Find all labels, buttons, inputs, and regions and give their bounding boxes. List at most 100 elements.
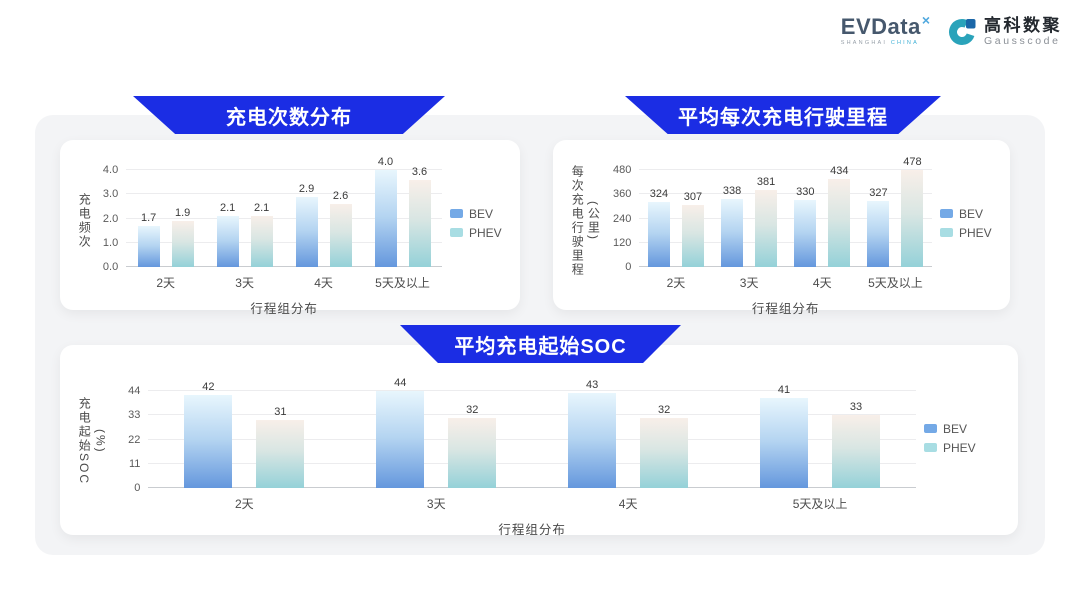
legend-label: BEV: [469, 206, 494, 221]
y-axis-title: 充电起始SOC (%): [76, 375, 108, 508]
evdata-logo: EVData × SHANGHAI CHINA: [840, 13, 930, 47]
legend-label: BEV: [943, 421, 968, 436]
y-axis-unit: (公里): [586, 200, 601, 241]
legend-item-bev[interactable]: BEV: [450, 207, 510, 221]
legend-label: PHEV: [959, 225, 992, 240]
evdata-subtitle-right: CHINA: [890, 40, 919, 46]
gridline: [148, 487, 916, 488]
bar-value-label: 32: [466, 403, 479, 416]
gausscode-name-en: Gausscode: [984, 34, 1061, 47]
phev-bar: 3.6: [408, 166, 431, 267]
chart-start-soc: 充电起始SOC (%) 0 11 22 33 44 42 31 44 32 43 32 41 33 2天 3天 4…: [60, 345, 1018, 537]
bar-value-label: 44: [394, 377, 407, 389]
x-axis-title: 行程组分布: [250, 302, 318, 316]
bar-value-label: 1.9: [175, 206, 191, 219]
bev-bar: 44: [376, 377, 425, 488]
phev-bar: 2.1: [250, 202, 273, 267]
bar-value-label: 1.7: [141, 211, 157, 224]
legend-swatch-phev: [450, 228, 463, 237]
legend-label: BEV: [959, 206, 984, 221]
x-axis-category-labels: 2天 3天 4天 5天及以上: [639, 274, 932, 291]
legend: BEV PHEV: [450, 148, 510, 298]
plot-area: 0 11 22 33 44 42 31 44 32 43 32 41 33: [128, 377, 916, 494]
legend-item-bev[interactable]: BEV: [940, 207, 1000, 221]
plot-column: 0.0 1.0 2.0 3.0 4.0 1.7 1.9 2.1 2.1 2.9 2.6 4.0 3.6 2…: [92, 148, 450, 317]
bev-bar: 42: [184, 381, 233, 488]
x-axis-category-label: 2天: [666, 276, 686, 290]
evdata-subtitle: SHANGHAI CHINA: [840, 40, 930, 47]
gridline: [148, 414, 916, 416]
chart-title: 充电次数分布: [226, 106, 352, 129]
legend: BEV PHEV: [924, 353, 1004, 523]
phev-bar: 33: [832, 401, 881, 488]
bar-group: 4.0 3.6: [363, 156, 442, 267]
plot-area: 0.0 1.0 2.0 3.0 4.0 1.7 1.9 2.1 2.1 2.9 2.6 4.0 3.6: [103, 156, 442, 273]
phev-bar: 1.9: [171, 207, 194, 267]
phev-bar: 478: [901, 156, 924, 267]
x-axis-title: 行程组分布: [751, 302, 820, 316]
phev-bar: 32: [640, 404, 689, 488]
gridline: [639, 241, 932, 243]
gridline: [126, 217, 442, 219]
bar-group: 330 434: [786, 165, 859, 267]
y-axis-tick-label: 4.0: [102, 164, 119, 176]
legend-item-phev[interactable]: PHEV: [450, 226, 510, 240]
bar-groups: 324 307 338 381 330 434 327 478: [639, 156, 932, 267]
plot-column: 0 120 240 360 480 324 307 338 381 330 434 327 478 2天 3…: [601, 148, 940, 317]
legend-label: PHEV: [943, 440, 976, 455]
chart-avg-mileage: 每次充电行驶里程 (公里) 0 120 240 360 480 324 307 338 381 330…: [553, 140, 1010, 316]
legend-item-phev[interactable]: PHEV: [940, 226, 1000, 240]
chart-title-banner-start-soc: 平均充电起始SOC: [400, 325, 681, 363]
bar-group: 43 32: [532, 379, 724, 488]
chart-card-avg-mileage: 每次充电行驶里程 (公里) 0 120 240 360 480 324 307 338 381 330…: [553, 140, 1010, 316]
gridline: [126, 241, 442, 243]
phev-bar: 434: [828, 165, 851, 267]
chart-title-banner-charge-frequency: 充电次数分布: [133, 96, 445, 134]
x-axis-category-label: 4天: [618, 497, 638, 511]
chart-body: 充电频次 0.0 1.0 2.0 3.0 4.0 1.7 1.9 2.1 2.1 2.9 2.6 4.0…: [60, 140, 520, 316]
bar-value-label: 2.9: [298, 182, 315, 195]
bev-bar: 324: [647, 188, 670, 267]
bar-group: 41 33: [724, 384, 916, 488]
x-axis-category-label: 2天: [156, 276, 175, 290]
y-axis-tick-label: 360: [613, 188, 632, 201]
y-axis-title-text: 充电频次: [77, 192, 92, 249]
bar-group: 338 381: [713, 170, 786, 267]
bar-groups: 1.7 1.9 2.1 2.1 2.9 2.6 4.0 3.6: [126, 156, 442, 267]
chart-title-banner-avg-mileage: 平均每次充电行驶里程: [625, 96, 941, 134]
bev-bar: 2.1: [216, 202, 239, 267]
y-axis-tick-label: 3.0: [102, 188, 119, 201]
bar-group: 44 32: [340, 377, 532, 488]
legend-item-bev[interactable]: BEV: [924, 422, 1004, 436]
bar-group: 2.1 2.1: [205, 170, 284, 267]
x-axis-category-label: 4天: [314, 276, 333, 290]
x-axis-category-label: 5天及以上: [792, 497, 848, 511]
y-axis-unit: (%): [93, 429, 108, 454]
y-axis-tick-label: 44: [128, 385, 141, 397]
chart-card-charge-frequency: 充电频次 0.0 1.0 2.0 3.0 4.0 1.7 1.9 2.1 2.1 2.9 2.6 4.0…: [60, 140, 520, 316]
legend-item-phev[interactable]: PHEV: [924, 441, 1004, 455]
bar-value-label: 31: [274, 405, 287, 418]
evdata-subtitle-left: SHANGHAI: [840, 40, 888, 46]
bar-value-label: 43: [586, 379, 599, 392]
gausscode-name-cn: 高科数聚: [984, 15, 1062, 35]
x-axis-category-label: 3天: [426, 497, 446, 511]
bar-group: 2.9 2.6: [284, 170, 363, 267]
y-axis-title: 每次充电行驶里程 (公里): [569, 162, 601, 279]
bar-value-label: 41: [777, 383, 791, 396]
y-axis-tick-label: 480: [613, 164, 632, 176]
phev-bar: 31: [256, 406, 305, 488]
x-axis-category-labels: 2天 3天 4天 5天及以上: [126, 274, 442, 291]
chart-title: 平均充电起始SOC: [454, 335, 627, 358]
gridline: [639, 193, 932, 195]
bar-value-label: 330: [796, 186, 815, 199]
legend-swatch-phev: [924, 443, 937, 452]
bar-group: 42 31: [148, 381, 340, 488]
bev-bar: 41: [760, 384, 809, 488]
bar-value-label: 33: [849, 401, 863, 414]
x-axis-category-labels: 2天 3天 4天 5天及以上: [148, 495, 916, 512]
bar-value-label: 381: [756, 176, 776, 188]
phev-bar: 32: [448, 404, 497, 488]
bar-value-label: 434: [830, 165, 849, 178]
bar-value-label: 4.0: [377, 156, 394, 168]
